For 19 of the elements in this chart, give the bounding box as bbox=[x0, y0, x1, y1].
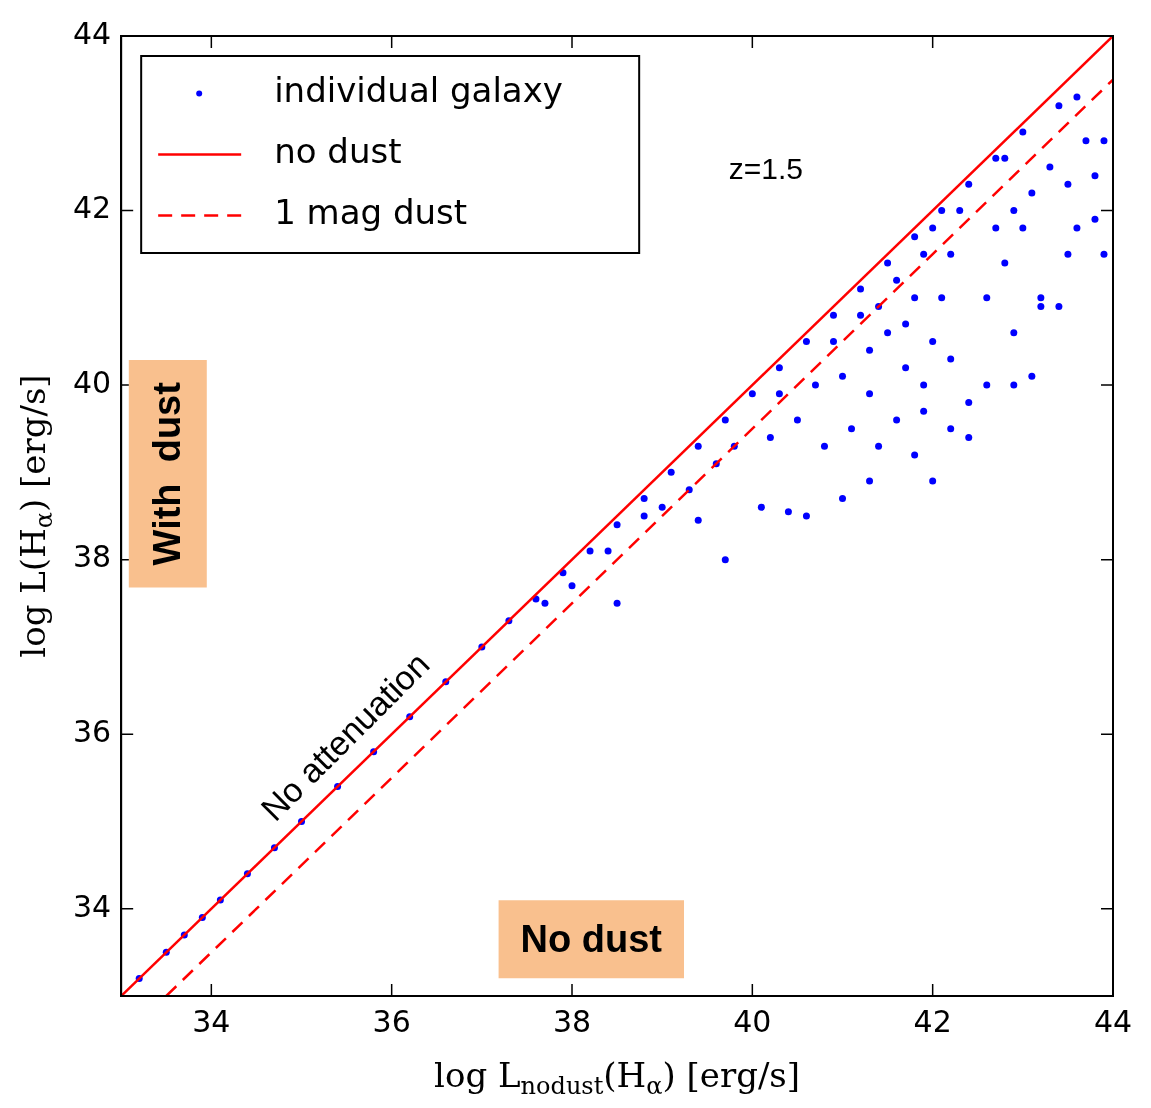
x-tick-label: 42 bbox=[913, 1003, 952, 1039]
y-tick-label: 40 bbox=[72, 364, 112, 400]
legend-label: 1 mag dust bbox=[274, 192, 468, 233]
legend-label: no dust bbox=[274, 131, 402, 172]
x-tick-label: 40 bbox=[733, 1003, 772, 1039]
y-tick-label: 38 bbox=[72, 539, 112, 575]
y-axis-title: log L(Hα) [erg/s] bbox=[12, 374, 59, 658]
y-tick-label: 36 bbox=[72, 713, 112, 749]
annotation: No dust bbox=[520, 917, 663, 960]
x-tick-label: 44 bbox=[1093, 1003, 1133, 1039]
y-tick-label: 44 bbox=[72, 15, 112, 51]
x-tick-label: 34 bbox=[192, 1003, 231, 1039]
y-tick-label: 42 bbox=[72, 190, 112, 226]
x-tick-label: 38 bbox=[552, 1003, 592, 1039]
x-tick-label: 36 bbox=[372, 1003, 411, 1039]
legend-label: individual galaxy bbox=[274, 70, 563, 111]
y-tick-label: 34 bbox=[72, 888, 112, 924]
annotation: z=1.5 bbox=[728, 151, 803, 185]
annotation: With dust bbox=[146, 381, 189, 566]
